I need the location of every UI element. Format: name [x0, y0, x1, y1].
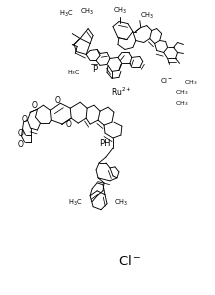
Text: Cl$^-$: Cl$^-$ — [118, 255, 142, 268]
Text: CH$_3$: CH$_3$ — [175, 99, 188, 108]
Text: H$_3$C: H$_3$C — [68, 198, 82, 208]
Text: O: O — [22, 115, 28, 124]
Text: Ru$^{2+}$: Ru$^{2+}$ — [111, 86, 131, 99]
Text: O: O — [32, 101, 37, 110]
Text: CH$_3$: CH$_3$ — [184, 78, 198, 87]
Text: P: P — [92, 65, 98, 74]
Text: CH$_3$: CH$_3$ — [140, 11, 154, 21]
Text: Cl$^-$: Cl$^-$ — [160, 76, 173, 85]
Text: CH$_3$: CH$_3$ — [80, 6, 94, 17]
Text: H$_3$C: H$_3$C — [66, 68, 80, 77]
Text: CH$_3$: CH$_3$ — [113, 6, 127, 16]
Text: H$_3$C: H$_3$C — [59, 9, 73, 19]
Text: CH$_3$: CH$_3$ — [175, 88, 188, 97]
Text: CH$_3$: CH$_3$ — [114, 198, 128, 208]
Text: PH: PH — [99, 139, 111, 148]
Text: O: O — [18, 140, 23, 148]
Text: O: O — [18, 129, 23, 137]
Text: O: O — [54, 96, 60, 105]
Text: O: O — [65, 119, 71, 129]
